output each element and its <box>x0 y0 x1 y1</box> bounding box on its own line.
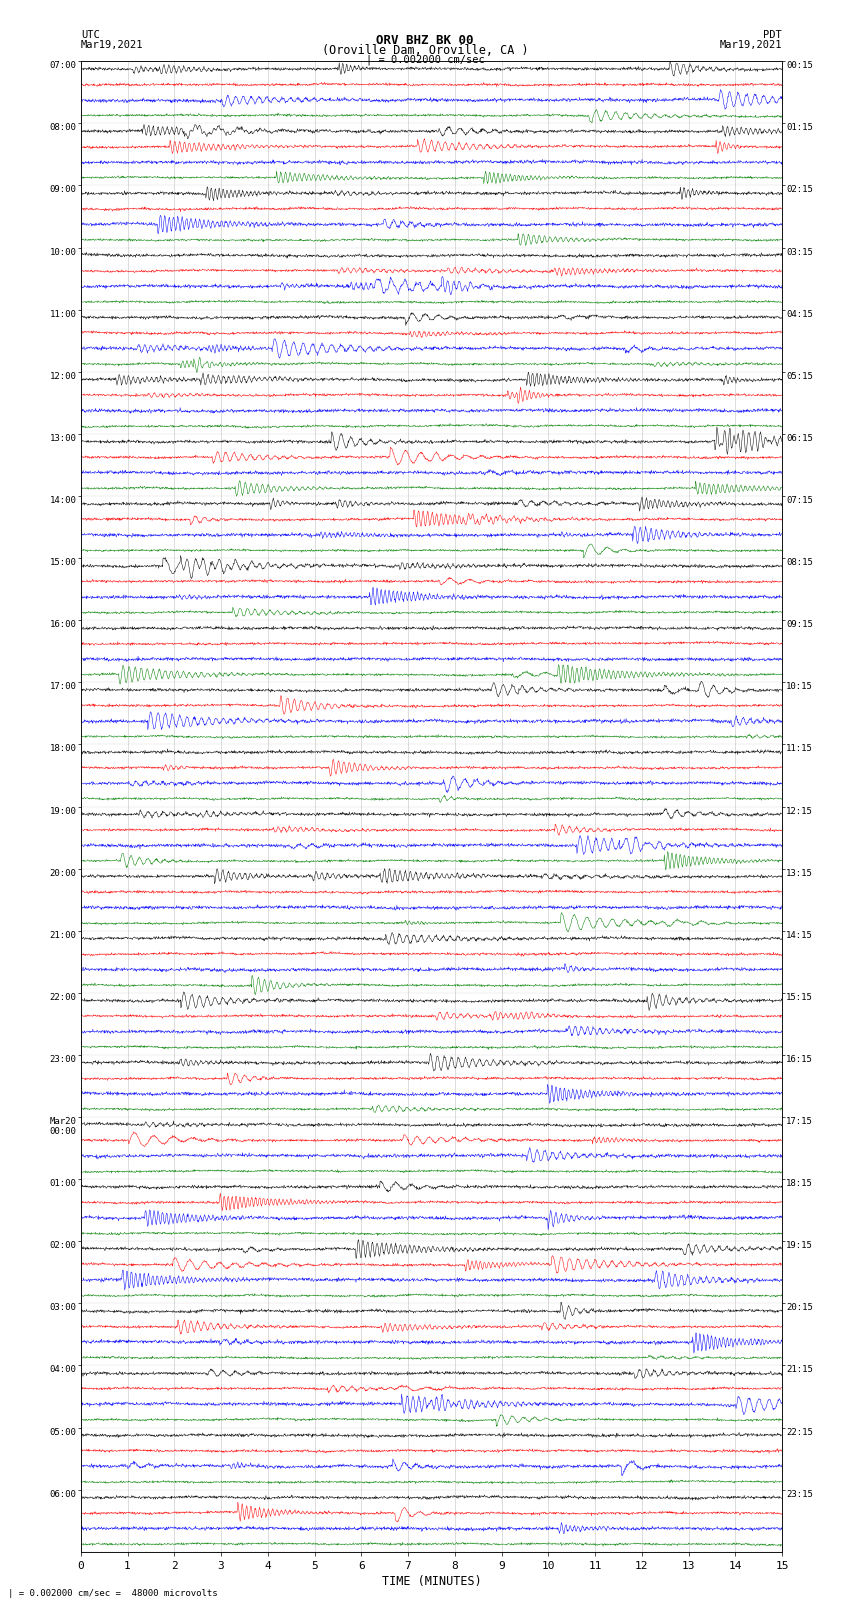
Text: | = 0.002000 cm/sec: | = 0.002000 cm/sec <box>366 55 484 65</box>
Text: Mar19,2021: Mar19,2021 <box>81 40 144 50</box>
Text: Mar19,2021: Mar19,2021 <box>719 40 782 50</box>
Text: PDT: PDT <box>763 31 782 40</box>
Text: | = 0.002000 cm/sec =  48000 microvolts: | = 0.002000 cm/sec = 48000 microvolts <box>8 1589 218 1598</box>
Text: UTC: UTC <box>81 31 99 40</box>
Text: (Oroville Dam, Oroville, CA ): (Oroville Dam, Oroville, CA ) <box>321 44 529 56</box>
X-axis label: TIME (MINUTES): TIME (MINUTES) <box>382 1574 481 1587</box>
Text: ORV BHZ BK 00: ORV BHZ BK 00 <box>377 34 473 47</box>
